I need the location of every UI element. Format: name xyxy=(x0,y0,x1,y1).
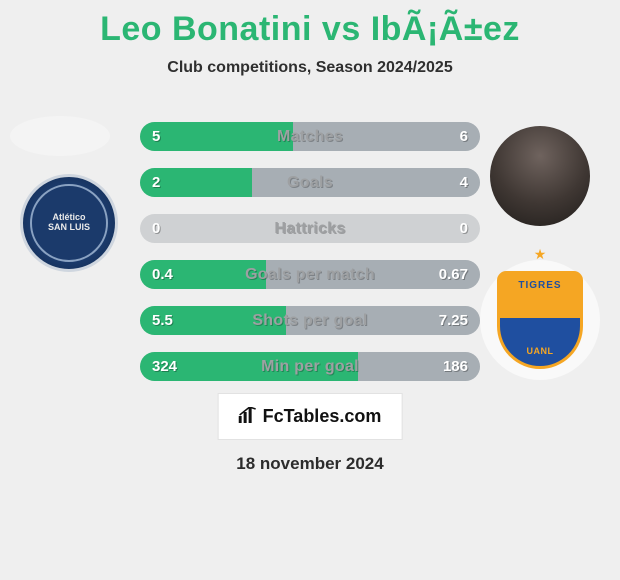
title-vs: vs xyxy=(322,10,361,48)
watermark-text: FcTables.com xyxy=(263,406,382,427)
player2-club-badge: ★ TIGRES UANL xyxy=(480,260,600,380)
stat-value-right: 0.67 xyxy=(439,260,468,289)
player1-club-inner: Atlético SAN LUIS xyxy=(30,184,108,262)
stat-value-left: 0.4 xyxy=(152,260,173,289)
stat-row: Hattricks0 0 xyxy=(140,214,480,243)
player2-club-shield: TIGRES UANL xyxy=(497,271,583,369)
stat-label: Hattricks xyxy=(140,214,480,243)
date: 18 november 2024 xyxy=(0,454,620,474)
player1-club-text-bottom: SAN LUIS xyxy=(48,223,90,233)
watermark: FcTables.com xyxy=(219,394,402,439)
stat-row: Goals per match0.4 0.67 xyxy=(140,260,480,289)
stat-value-left: 5 xyxy=(152,122,160,151)
stat-value-right: 6 xyxy=(460,122,468,151)
stat-row: Shots per goal5.5 7.25 xyxy=(140,306,480,335)
stat-value-left: 324 xyxy=(152,352,177,381)
chart-icon xyxy=(239,407,257,427)
stat-row: Matches5 6 xyxy=(140,122,480,151)
title-player2: IbÃ¡Ã±ez xyxy=(371,10,520,48)
stat-value-left: 2 xyxy=(152,168,160,197)
stat-value-left: 5.5 xyxy=(152,306,173,335)
stat-value-left: 0 xyxy=(152,214,160,243)
comparison-card: Leo Bonatini vs IbÃ¡Ã±ez Club competitio… xyxy=(0,0,620,580)
stat-value-right: 0 xyxy=(460,214,468,243)
player2-club-text-bottom: UANL xyxy=(527,346,554,356)
stat-value-right: 4 xyxy=(460,168,468,197)
stat-label: Min per goal xyxy=(140,352,480,381)
stat-value-right: 186 xyxy=(443,352,468,381)
title-player1: Leo Bonatini xyxy=(100,10,312,48)
stat-label: Shots per goal xyxy=(140,306,480,335)
page-title: Leo Bonatini vs IbÃ¡Ã±ez xyxy=(0,0,620,49)
stat-label: Matches xyxy=(140,122,480,151)
player1-avatar xyxy=(10,116,110,156)
star-icon: ★ xyxy=(534,246,547,263)
stats-area: Matches5 6 Goals2 4 Hattricks0 0 Goals per mat… xyxy=(140,122,480,398)
player2-club-text-top: TIGRES xyxy=(518,280,561,291)
player2-avatar xyxy=(490,126,590,226)
stat-row: Min per goal324 186 xyxy=(140,352,480,381)
stat-value-right: 7.25 xyxy=(439,306,468,335)
subtitle: Club competitions, Season 2024/2025 xyxy=(0,59,620,77)
player1-club-badge: Atlético SAN LUIS xyxy=(20,174,118,272)
stat-row: Goals2 4 xyxy=(140,168,480,197)
stat-label: Goals per match xyxy=(140,260,480,289)
stat-label: Goals xyxy=(140,168,480,197)
